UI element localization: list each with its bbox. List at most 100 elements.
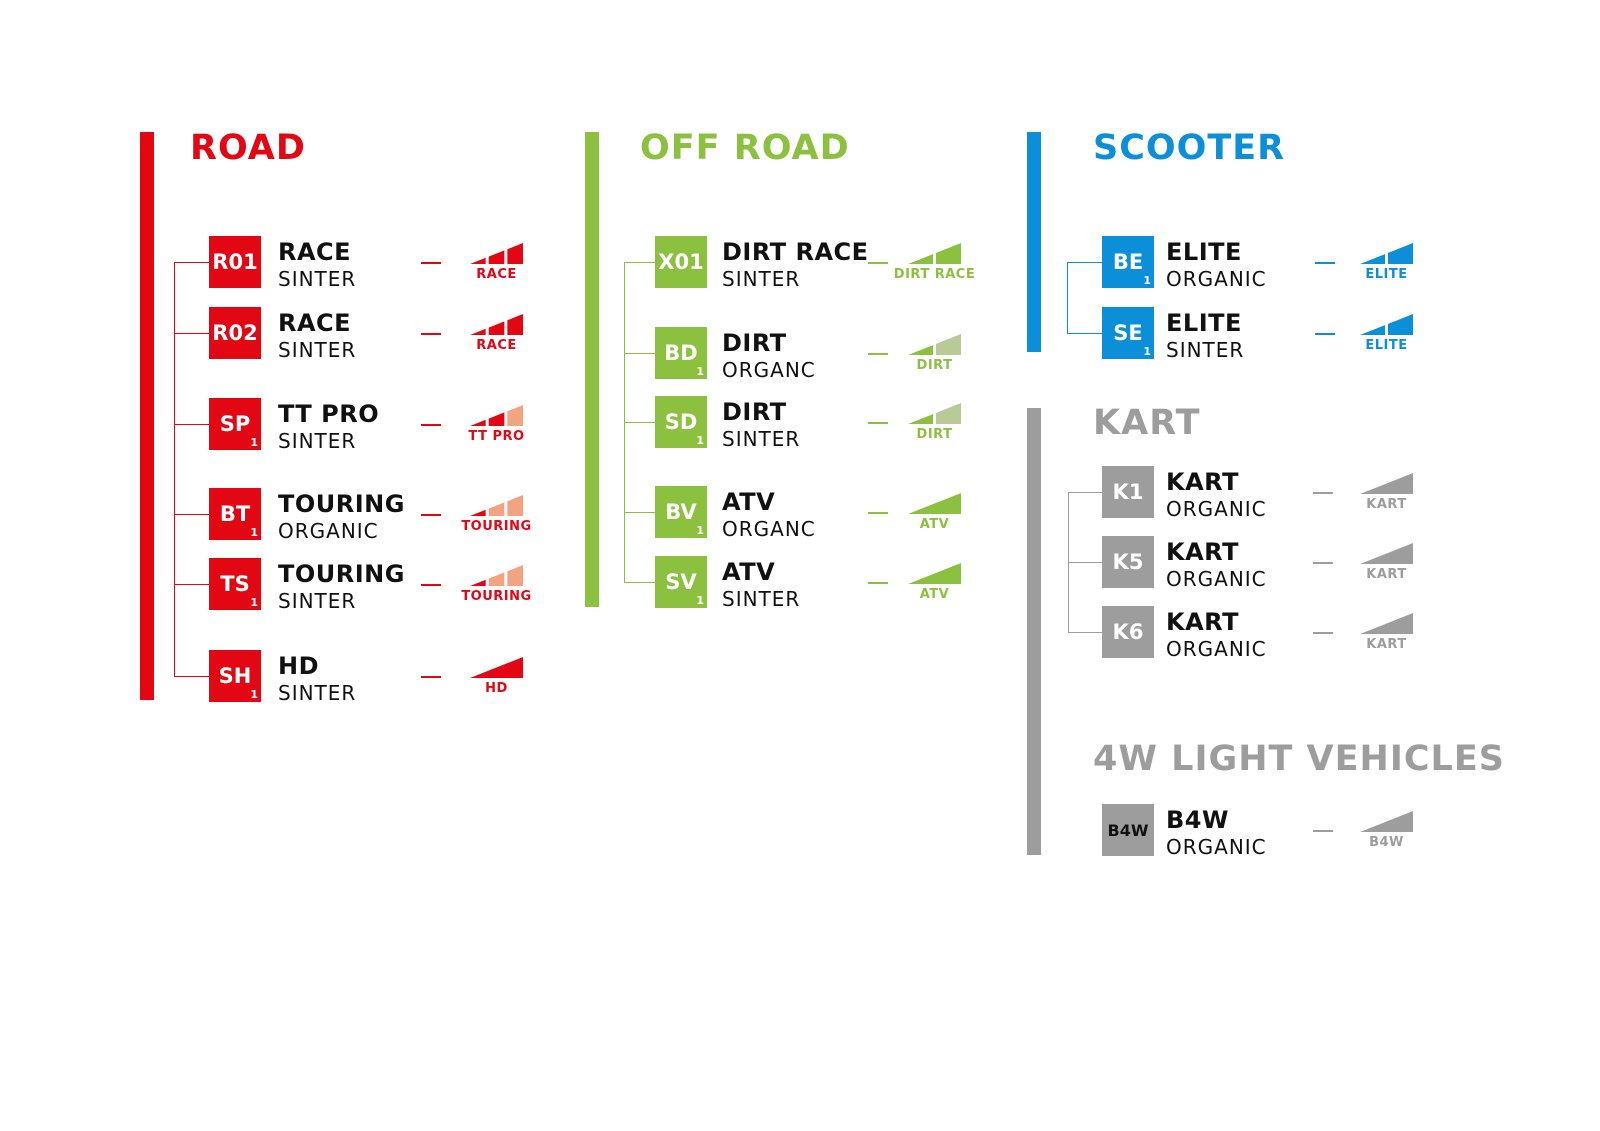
rating-segment-full [908,254,933,264]
rating-label: ELITE [1365,267,1408,282]
product-material: ORGANIC [1166,835,1267,859]
rating-ramp [470,657,523,678]
tree-branch [624,512,655,513]
rating-ramp [1360,543,1413,564]
product-code: K5 [1112,550,1144,574]
product-material: ORGANIC [1166,267,1267,291]
product-code-badge: BE 1 [1102,236,1154,288]
product-code-subscript: 1 [696,434,704,447]
tree-line [1067,262,1068,333]
product-code: R02 [212,321,258,345]
rating-ramp [908,563,961,584]
product-name: ELITE [1166,238,1242,266]
product-code-badge: K1 [1102,466,1154,518]
product-code: K1 [1112,480,1144,504]
product-code-subscript: 1 [696,524,704,537]
tree-branch [174,584,209,585]
product-code: B4W [1107,820,1149,840]
performance-rating-icon [1360,314,1413,335]
tree-branch [174,676,209,677]
product-code-badge: SV 1 [655,556,707,608]
rating-label: RACE [476,267,517,282]
product-code-badge: K6 [1102,606,1154,658]
product-material: ORGANC [722,358,816,382]
rating-ramp [908,243,961,264]
rating-ramp [470,314,523,335]
product-code-badge: R01 [209,236,261,288]
connector-dash [1315,262,1335,264]
product-code-badge: SP 1 [209,398,261,450]
rating-label: DIRT [916,358,953,373]
rating-segment-light [507,565,523,586]
rating-label: TOURING [461,589,532,604]
rating-ramp [470,495,523,516]
connector-dash [1315,333,1335,335]
rating-segment-full [1360,811,1413,832]
tree-line [174,262,175,676]
section-title-scooter: SCOOTER [1093,128,1286,168]
section-bar-offroad [585,132,599,607]
product-name: TT PRO [278,400,380,428]
product-code-badge: TS 1 [209,558,261,610]
rating-ramp [1360,243,1413,264]
product-material: SINTER [278,589,357,613]
product-code-badge: SE 1 [1102,307,1154,359]
tree-branch [174,514,209,515]
product-name: DIRT [722,398,787,426]
product-code-subscript: 1 [250,436,258,449]
rating-segment-full [1360,613,1413,634]
performance-rating-icon [908,334,961,355]
product-material: ORGANIC [1166,637,1267,661]
performance-rating-icon [1360,811,1413,832]
product-code-subscript: 1 [696,594,704,607]
rating-segment-full [936,243,961,264]
rating-segment-full [1360,254,1385,264]
product-name: KART [1166,468,1239,496]
performance-rating-icon [470,495,523,516]
tree-branch [624,582,655,583]
product-name: B4W [1166,806,1229,834]
rating-ramp [470,243,523,264]
product-code-badge: SD 1 [655,396,707,448]
product-code-badge: BV 1 [655,486,707,538]
section-bar-road [140,132,154,700]
tree-branch [1068,492,1102,493]
product-code: SV [665,570,697,594]
rating-segment-full [470,257,486,264]
product-material: ORGANIC [278,519,379,543]
product-code-badge: B4W [1102,804,1154,856]
product-code-subscript: 1 [250,688,258,701]
rating-label: KART [1366,637,1407,652]
product-code: K6 [1112,620,1144,644]
product-material: ORGANIC [1166,567,1267,591]
connector-dash [421,584,441,586]
product-name: HD [278,652,320,680]
product-code-subscript: 1 [250,526,258,539]
product-code: BT [219,502,251,526]
rating-segment-full [908,493,961,514]
product-name: RACE [278,309,352,337]
rating-label: TOURING [461,519,532,534]
rating-segment-light [507,405,523,426]
product-code-subscript: 1 [250,596,258,609]
connector-dash [1313,632,1333,634]
rating-ramp [470,565,523,586]
rating-ramp [1360,613,1413,634]
rating-segment-light [488,502,505,516]
rating-segment-full [1388,243,1413,264]
product-material: ORGANIC [1166,497,1267,521]
performance-rating-icon [470,243,523,264]
connector-dash [421,676,441,678]
tree-branch [174,262,209,263]
rating-segment-full [1388,314,1413,335]
connector-dash [421,424,441,426]
product-code: X01 [658,250,704,274]
connector-dash [421,262,441,264]
product-name: ATV [722,488,776,516]
product-code-badge: X01 [655,236,707,288]
performance-rating-icon [908,493,961,514]
product-material: SINTER [278,429,357,453]
rating-ramp [470,405,523,426]
rating-label: KART [1366,497,1407,512]
product-code-badge: R02 [209,307,261,359]
